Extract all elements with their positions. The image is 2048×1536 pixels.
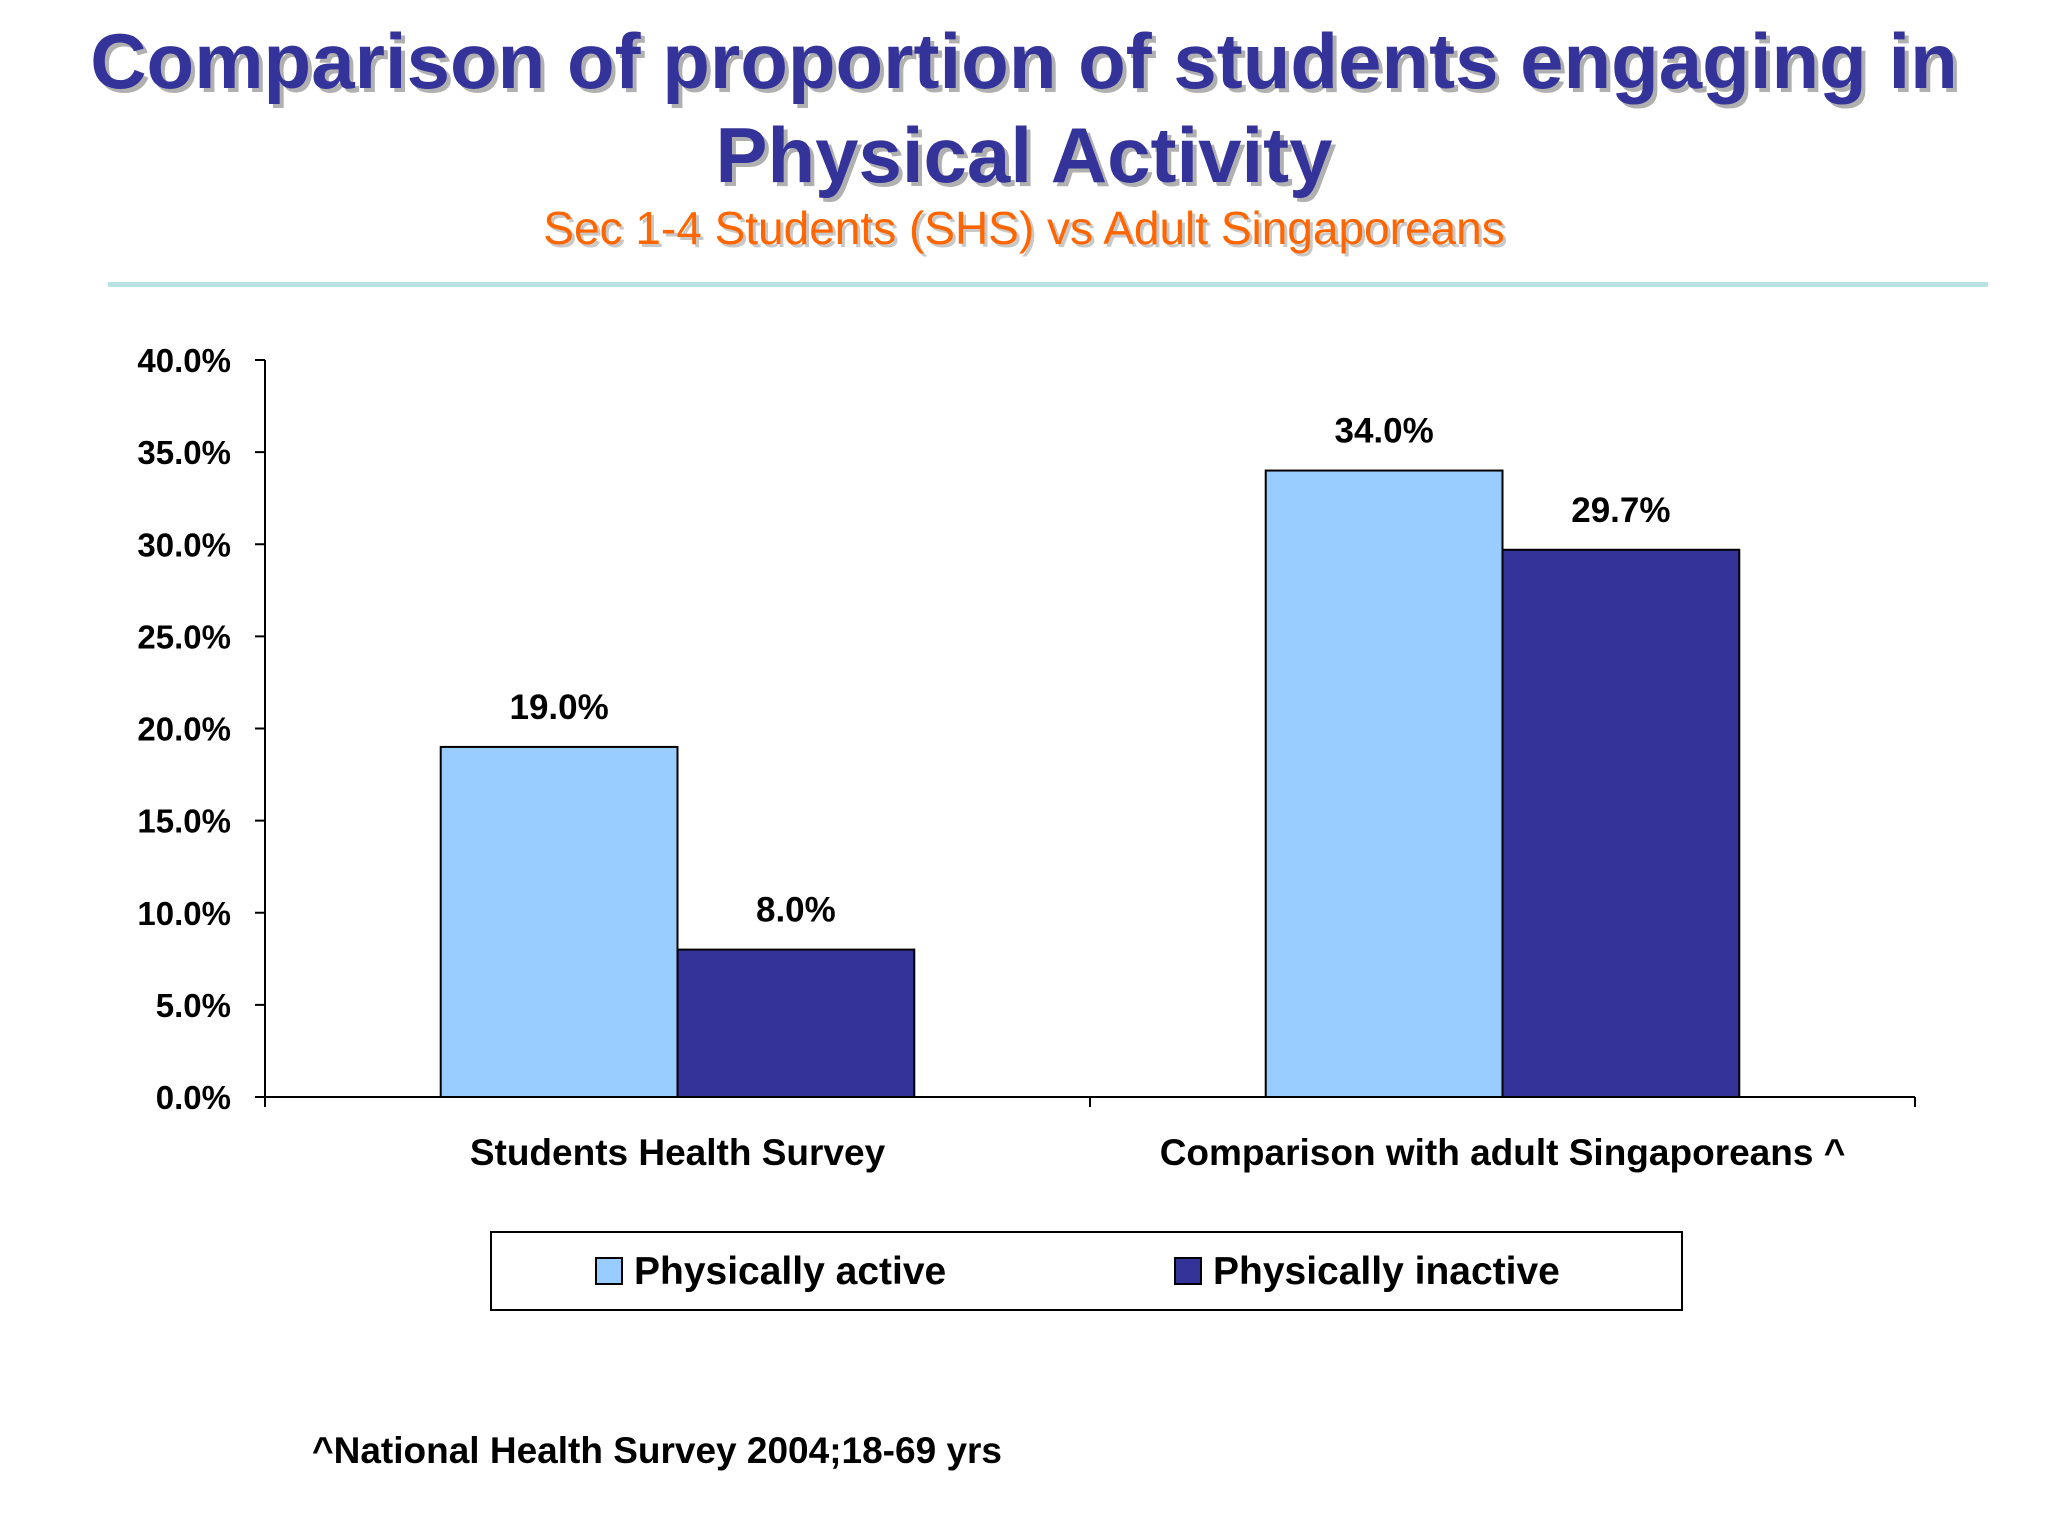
x-axis: Students Health Survey Comparison with ad… [264, 1096, 1916, 1173]
legend-label: Physically active [634, 1250, 946, 1293]
category-label: Comparison with adult Singaporeans ^ [1160, 1132, 1846, 1173]
y-tick-label: 30.0% [137, 526, 231, 563]
y-tick-label: 25.0% [137, 618, 231, 655]
legend-label: Physically inactive [1213, 1250, 1560, 1293]
bar-value-label: 34.0% [1334, 412, 1433, 451]
bar-value-label: 29.7% [1571, 491, 1670, 530]
y-tick-group: 0.0% 5.0% 10.0% 15.0% 20.0% 25.0% 30.0% 35.0% 40… [137, 342, 265, 1116]
bar-chart: 0.0% 5.0% 10.0% 15.0% 20.0% 25.0% 30.0% 35.0% 40… [137, 342, 1916, 1311]
legend-items: Physically active Physically inactive [595, 1250, 1560, 1293]
y-tick-label: 20.0% [137, 711, 231, 748]
legend-swatch [595, 1257, 623, 1285]
x-tick-group: Students Health Survey Comparison with ad… [264, 1097, 1916, 1173]
legend-box [490, 1231, 1683, 1311]
legend-swatch [1174, 1257, 1202, 1285]
y-tick-label: 40.0% [137, 342, 231, 379]
y-tick-label: 15.0% [137, 803, 231, 840]
bar-value-label: 19.0% [509, 688, 608, 727]
bar [439, 745, 679, 1098]
y-tick-label: 5.0% [156, 987, 231, 1024]
bar [1264, 469, 1504, 1098]
bar [1501, 548, 1741, 1098]
bar-value-label: 8.0% [756, 891, 836, 930]
legend: Physically active Physically inactive [490, 1231, 1683, 1311]
category-label: Students Health Survey [470, 1132, 886, 1173]
y-tick-label: 0.0% [156, 1079, 231, 1116]
title-divider [108, 282, 1988, 287]
chart-title: Comparison of proportion of students eng… [90, 17, 1958, 199]
y-axis: 0.0% 5.0% 10.0% 15.0% 20.0% 25.0% 30.0% 35.0% 40… [137, 342, 266, 1116]
y-tick-label: 10.0% [137, 895, 231, 932]
footnote: ^National Health Survey 2004;18-69 yrs [312, 1430, 1002, 1471]
y-tick-label: 35.0% [137, 434, 231, 471]
bar-group: 19.0% 8.0% 34.0% 29.7% [439, 412, 1741, 1098]
bar [676, 948, 916, 1098]
chart-subtitle: Sec 1-4 Students (SHS) vs Adult Singapor… [543, 202, 1505, 254]
